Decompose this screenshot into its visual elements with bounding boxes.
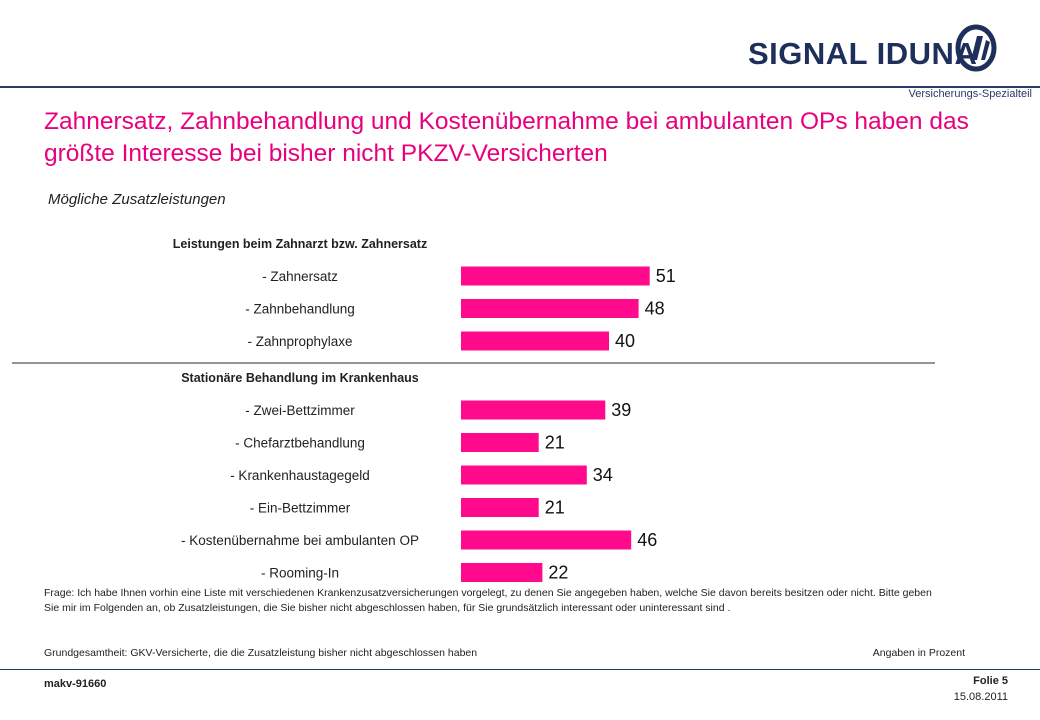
data-label: 46 xyxy=(637,530,657,550)
category-label: - Chefarztbehandlung xyxy=(235,436,365,451)
group-label: Stationäre Behandlung im Krankenhaus xyxy=(181,371,419,385)
category-label: - Zahnersatz xyxy=(262,269,338,284)
data-label: 34 xyxy=(593,465,613,485)
slide-date: 15.08.2011 xyxy=(953,691,1008,703)
bar-chart: Leistungen beim Zahnarzt bzw. Zahnersatz… xyxy=(12,237,935,583)
category-label: - Rooming-In xyxy=(261,566,339,581)
slide-number: Folie 5 xyxy=(973,675,1008,687)
data-label: 21 xyxy=(545,433,565,453)
base-note: Grundgesamtheit: GKV-Versicherte, die di… xyxy=(44,647,478,659)
category-label: - Kostenübernahme bei ambulanten OP xyxy=(181,533,419,548)
bar xyxy=(461,433,539,452)
category-label: - Zahnbehandlung xyxy=(245,302,355,317)
unit-note: Angaben in Prozent xyxy=(872,647,965,659)
data-label: 39 xyxy=(611,400,631,420)
bar xyxy=(461,530,632,550)
group-label: Leistungen beim Zahnarzt bzw. Zahnersatz xyxy=(173,237,427,251)
footer-divider xyxy=(0,669,1040,670)
bar xyxy=(461,498,539,517)
bar xyxy=(461,331,609,351)
category-label: - Zwei-Bettzimmer xyxy=(245,403,355,418)
chart-subtitle: Mögliche Zusatzleistungen xyxy=(48,191,226,208)
header-divider xyxy=(0,86,1040,88)
data-label: 51 xyxy=(656,266,676,286)
brand-tagline: Versicherungs-Spezialteil xyxy=(908,88,1032,100)
job-id: makv-91660 xyxy=(44,678,107,690)
category-label: - Krankenhaustagegeld xyxy=(230,468,370,483)
data-label: 40 xyxy=(615,331,635,351)
bar xyxy=(461,563,543,582)
question-footnote: Frage: Ich habe Ihnen vorhin eine Liste … xyxy=(44,587,932,614)
bar xyxy=(461,266,650,286)
bar xyxy=(461,299,639,318)
data-label: 48 xyxy=(645,299,665,319)
data-label: 21 xyxy=(545,498,565,518)
bar xyxy=(461,400,606,420)
brand-logo-icon xyxy=(955,24,997,72)
slide-title: Zahnersatz, Zahnbehandlung und Kostenübe… xyxy=(44,108,969,167)
category-label: - Zahnprophylaxe xyxy=(247,334,352,349)
brand-logo-text: SIGNAL IDUNA xyxy=(748,36,978,71)
category-label: - Ein-Bettzimmer xyxy=(250,501,351,516)
data-label: 22 xyxy=(548,563,568,583)
bar xyxy=(461,465,587,485)
